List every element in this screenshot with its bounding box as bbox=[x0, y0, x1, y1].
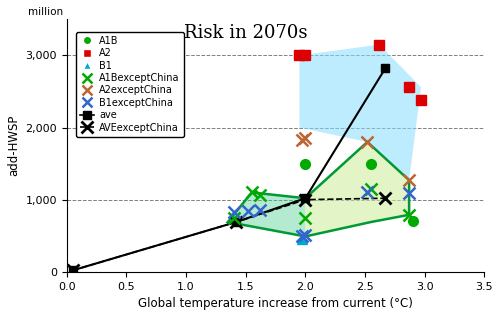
Text: million: million bbox=[28, 7, 62, 17]
Polygon shape bbox=[300, 45, 421, 180]
Y-axis label: add-HWSP: add-HWSP bbox=[7, 115, 20, 176]
Polygon shape bbox=[228, 192, 306, 236]
Legend: A1B, A2, B1, A1BexceptChina, A2exceptChina, B1exceptChina, ave, AVEexceptChina: A1B, A2, B1, A1BexceptChina, A2exceptChi… bbox=[76, 32, 184, 137]
X-axis label: Global temperature increase from current (°C): Global temperature increase from current… bbox=[138, 297, 413, 310]
Text: Risk in 2070s: Risk in 2070s bbox=[184, 24, 307, 42]
Polygon shape bbox=[306, 142, 409, 236]
